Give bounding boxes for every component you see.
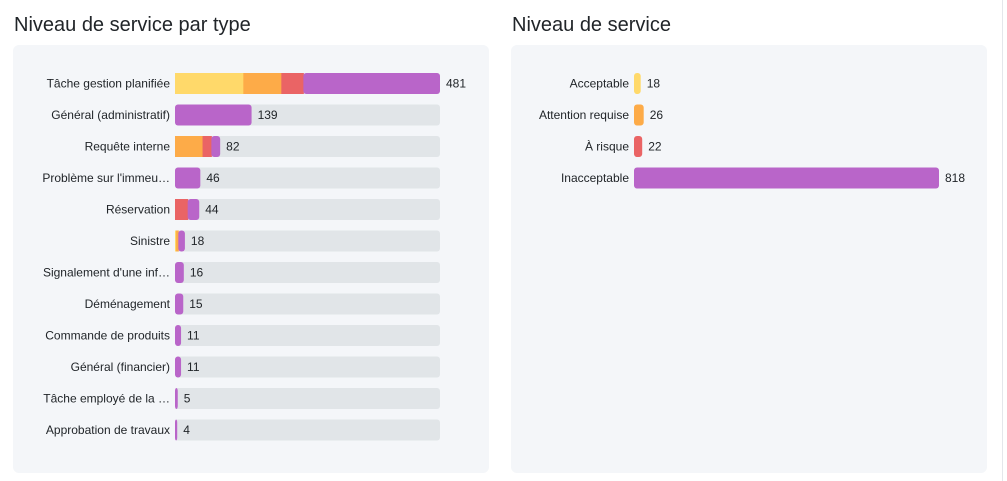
level-bar-inacceptable: [634, 167, 939, 189]
category-label-requete-interne: Requête interne: [85, 140, 171, 154]
value-label-signalement-d-une-inf: 16: [190, 266, 204, 280]
chart-card-service-level: [511, 45, 987, 473]
value-label-approbation-de-travaux: 4: [183, 423, 190, 437]
level-label-a-risque: À risque: [585, 139, 629, 154]
bar-segment-demenagement-inacceptable: [175, 293, 184, 315]
level-label-attention-requise: Attention requise: [539, 108, 629, 122]
level-label-inacceptable: Inacceptable: [561, 171, 629, 185]
bar-track-probleme-sur-l-immeu: [175, 167, 440, 189]
bar-track-sinistre: [175, 230, 440, 252]
value-label-general-financier: 11: [187, 360, 200, 374]
bar-segment-requete-interne-attention-requise: [175, 136, 204, 157]
bar-segment-requete-interne-inacceptable: [211, 136, 221, 157]
bar-segment-sinistre-acceptable: [175, 230, 177, 252]
level-value-acceptable: 18: [647, 77, 661, 91]
bar-segment-commande-de-produits-inacceptable: [175, 325, 182, 346]
chart-title-service-level: Niveau de service: [512, 14, 671, 36]
bar-track-general-financier: [175, 356, 440, 378]
level-bar-a-risque: [634, 136, 643, 157]
level-label-acceptable: Acceptable: [570, 77, 630, 91]
category-label-general-financier: Général (financier): [71, 360, 170, 374]
bar-segment-reservation-inacceptable: [187, 199, 200, 220]
value-label-commande-de-produits: 11: [187, 329, 200, 343]
bar-segment-requete-interne-a-risque: [202, 136, 212, 157]
bar-segment-sinistre-inacceptable: [178, 230, 185, 252]
level-value-inacceptable: 818: [945, 171, 965, 185]
value-label-sinistre: 18: [191, 234, 205, 248]
category-label-signalement-d-une-inf: Signalement d'une inf…: [43, 266, 170, 280]
category-label-reservation: Réservation: [106, 203, 170, 217]
bar-track-reservation: [175, 199, 440, 220]
bar-segment-tache-gestion-planifiee-attention-requise: [243, 73, 282, 94]
category-label-commande-de-produits: Commande de produits: [45, 329, 170, 343]
value-label-requete-interne: 82: [226, 140, 240, 154]
value-label-demenagement: 15: [189, 297, 203, 311]
bar-track-demenagement: [175, 293, 440, 315]
bar-track-tache-employe-de-la: [175, 388, 440, 409]
bar-segment-reservation-a-risque: [175, 199, 189, 220]
chart-title-by-type: Niveau de service par type: [14, 14, 251, 36]
bar-segment-signalement-d-une-inf-inacceptable: [175, 262, 184, 283]
category-label-tache-gestion-planifiee: Tâche gestion planifiée: [47, 77, 171, 91]
category-label-general-administratif: Général (administratif): [51, 108, 170, 122]
bar-segment-sinistre-attention-requise: [176, 230, 179, 252]
bar-segment-tache-employe-de-la-inacceptable: [175, 388, 178, 409]
category-label-demenagement: Déménagement: [85, 297, 171, 311]
value-label-probleme-sur-l-immeu: 46: [206, 171, 220, 185]
category-label-probleme-sur-l-immeu: Problème sur l'immeu…: [42, 171, 170, 185]
bar-track-commande-de-produits: [175, 325, 440, 346]
level-bar-attention-requise: [634, 104, 644, 126]
level-value-attention-requise: 26: [650, 108, 664, 122]
bar-segment-approbation-de-travaux-inacceptable: [175, 419, 178, 441]
bar-segment-general-administratif-inacceptable: [175, 104, 252, 126]
bar-track-approbation-de-travaux: [175, 419, 440, 441]
bar-segment-tache-gestion-planifiee-a-risque: [281, 73, 304, 94]
value-label-reservation: 44: [205, 203, 219, 217]
bar-segment-probleme-sur-l-immeu-inacceptable: [175, 167, 201, 189]
value-label-tache-employe-de-la: 5: [184, 392, 191, 406]
level-value-a-risque: 22: [648, 140, 662, 154]
value-label-tache-gestion-planifiee: 481: [446, 77, 466, 91]
level-bar-acceptable: [634, 73, 641, 94]
bar-segment-general-financier-inacceptable: [175, 356, 182, 378]
bar-track-requete-interne: [175, 136, 440, 157]
category-label-sinistre: Sinistre: [130, 234, 170, 248]
scroll-divider: [1002, 0, 1003, 481]
bar-track-signalement-d-une-inf: [175, 262, 440, 283]
category-label-approbation-de-travaux: Approbation de travaux: [46, 423, 170, 437]
bar-segment-tache-gestion-planifiee-inacceptable: [303, 73, 440, 94]
bar-segment-tache-gestion-planifiee-acceptable: [175, 73, 244, 94]
category-label-tache-employe-de-la: Tâche employé de la …: [43, 392, 170, 406]
value-label-general-administratif: 139: [258, 108, 278, 122]
